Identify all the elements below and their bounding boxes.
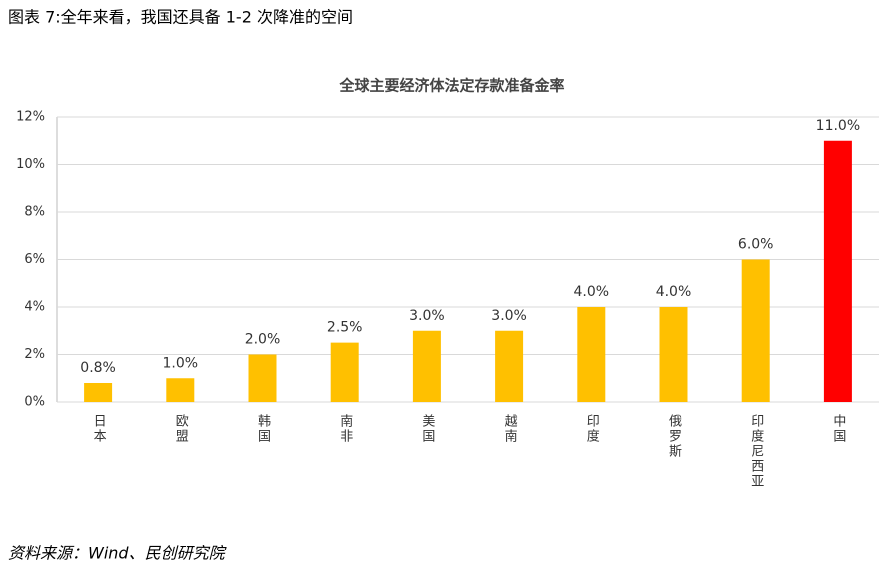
- x-tick-label: 印度尼西亚: [748, 414, 764, 489]
- x-tick-label: 美国: [419, 414, 435, 444]
- x-tick-label: 俄罗斯: [666, 414, 682, 459]
- bar: [248, 354, 277, 402]
- x-tick-label: 日本: [91, 414, 107, 444]
- value-label: 1.0%: [163, 355, 199, 371]
- caption: 图表 7:全年来看，我国还具备 1-2 次降准的空间: [8, 8, 353, 27]
- bar: [84, 383, 113, 402]
- bar: [823, 140, 852, 402]
- source: 资料来源：Wind、民创研究院: [8, 544, 228, 563]
- value-label: 3.0%: [409, 308, 445, 324]
- y-tick-label: 10%: [16, 157, 45, 172]
- bar: [330, 342, 359, 402]
- x-tick-label: 南非: [337, 413, 353, 444]
- value-label: 4.0%: [656, 284, 692, 300]
- bar: [577, 307, 606, 402]
- bar: [412, 330, 441, 402]
- x-tick-label: 中国: [830, 414, 845, 444]
- x-tick-label: 越南: [502, 414, 517, 444]
- value-label: 6.0%: [738, 237, 774, 253]
- bar: [166, 378, 195, 402]
- bar: [741, 259, 770, 402]
- value-label: 0.8%: [80, 360, 116, 376]
- bar: [495, 330, 524, 402]
- bar: [659, 307, 688, 402]
- y-tick-label: 4%: [24, 300, 45, 315]
- y-tick-label: 8%: [24, 205, 45, 220]
- y-tick-label: 0%: [24, 395, 45, 410]
- x-tick-label: 韩国: [255, 414, 271, 444]
- value-label: 11.0%: [816, 118, 860, 134]
- x-tick-label: 印度: [584, 414, 600, 444]
- y-tick-label: 6%: [24, 252, 45, 267]
- y-tick-label: 12%: [16, 110, 45, 125]
- value-label: 2.5%: [327, 320, 363, 336]
- value-label: 2.0%: [245, 332, 281, 348]
- value-label: 3.0%: [491, 308, 527, 324]
- chart-title: 全球主要经济体法定存款准备金率: [338, 77, 564, 95]
- value-label: 4.0%: [574, 284, 610, 300]
- x-tick-label: 欧盟: [173, 414, 189, 444]
- y-tick-label: 2%: [24, 347, 45, 362]
